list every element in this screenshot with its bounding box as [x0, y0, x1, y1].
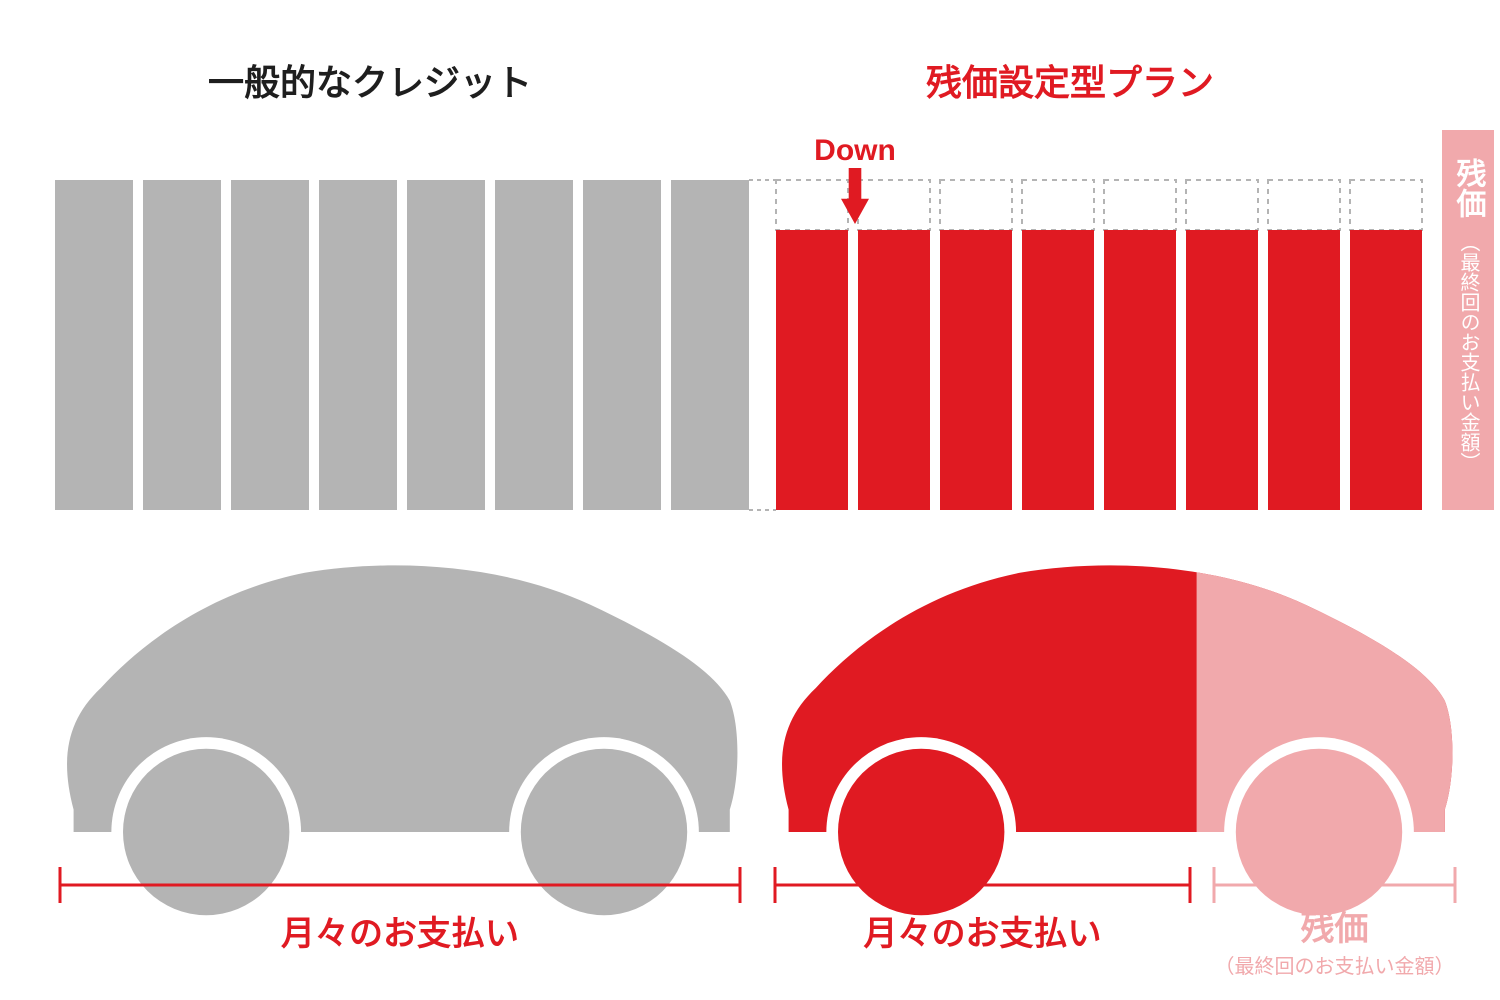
residual-sub: （最終回のお支払い金額）	[1457, 232, 1480, 472]
right-bar	[1350, 230, 1422, 510]
bracket-right-res-sublabel: （最終回のお支払い金額）	[1215, 955, 1455, 978]
right-bar	[1186, 230, 1258, 510]
bracket-right-res-label: 残価	[1301, 910, 1369, 948]
left-bar	[231, 180, 309, 510]
down-label: Down	[814, 134, 896, 167]
wheel	[123, 749, 289, 915]
residual-title: 残価	[1452, 158, 1488, 218]
left-bar	[671, 180, 749, 510]
right-bar	[858, 230, 930, 510]
title-right: 残価設定型プラン	[926, 62, 1214, 103]
wheel	[838, 749, 1004, 915]
right-bar	[776, 230, 848, 510]
right-bar	[1022, 230, 1094, 510]
right-bar	[1104, 230, 1176, 510]
title-left: 一般的なクレジット	[208, 62, 532, 103]
left-bar	[55, 180, 133, 510]
right-bar	[1268, 230, 1340, 510]
bracket-right-pay-label: 月々のお支払い	[864, 915, 1102, 953]
left-bar	[143, 180, 221, 510]
left-bar	[319, 180, 397, 510]
wheel	[521, 749, 687, 915]
left-bar	[495, 180, 573, 510]
bracket-left-label: 月々のお支払い	[281, 915, 519, 953]
left-bar	[583, 180, 661, 510]
comparison-infographic: 一般的なクレジット 残価設定型プラン残価 （最終回のお支払い金額） Down 月々のお支…	[0, 0, 1500, 1000]
left-bar	[407, 180, 485, 510]
wheel	[1236, 749, 1402, 915]
right-bar	[940, 230, 1012, 510]
